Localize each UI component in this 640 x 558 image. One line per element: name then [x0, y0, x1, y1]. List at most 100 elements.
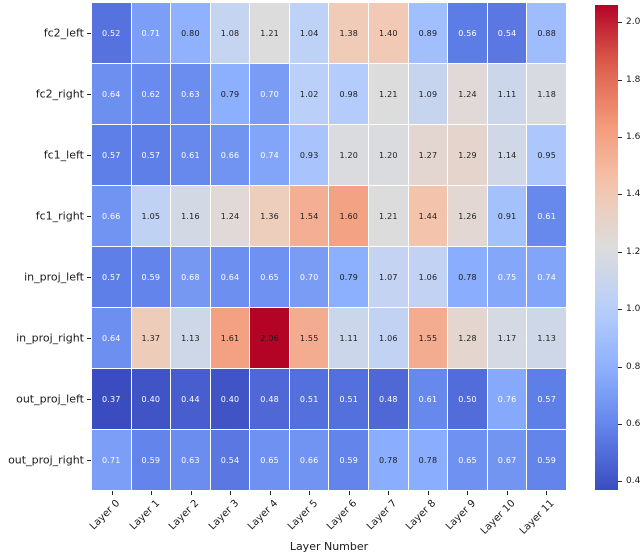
heatmap-cell: 0.74	[250, 125, 289, 185]
x-tick-label: Layer 1	[127, 498, 163, 533]
heatmap-plot-area: 0.52 0.71 0.80 1.08 1.21 1.04 1.38 1.40 0.89 0.56…	[92, 3, 566, 490]
heatmap-cell: 0.66	[289, 430, 329, 490]
heatmap-cell: 0.50	[448, 369, 487, 429]
x-tick-mark	[428, 491, 429, 495]
y-tick-mark	[87, 216, 91, 217]
x-tick-mark	[112, 491, 113, 495]
heatmap-cell: 0.59	[131, 430, 171, 490]
heatmap-cell: 1.26	[448, 186, 487, 246]
heatmap-cell: 0.57	[92, 247, 131, 307]
heatmap-cell: 0.65	[250, 430, 289, 490]
heatmap-cell: 1.11	[487, 64, 527, 124]
x-tick-mark	[151, 491, 152, 495]
x-tick-label: Layer 3	[206, 498, 242, 533]
x-tick-label: Layer 0	[88, 498, 123, 533]
heatmap-cell: 0.93	[289, 125, 329, 185]
colorbar-tick-label: 2.0	[626, 17, 640, 28]
colorbar-tick-mark	[618, 80, 622, 81]
heatmap-cell: 1.06	[408, 247, 448, 307]
colorbar-tick-label: 0.6	[626, 418, 640, 429]
heatmap-cell: 1.37	[131, 308, 171, 368]
heatmap-cell: 0.62	[131, 64, 171, 124]
heatmap-cell: 0.64	[210, 247, 250, 307]
x-tick-mark	[467, 491, 468, 495]
heatmap-cell: 0.98	[329, 64, 369, 124]
heatmap-cell: 1.28	[448, 308, 487, 368]
x-tick-mark	[270, 491, 271, 495]
heatmap-cell: 1.14	[487, 125, 527, 185]
heatmap-cell: 0.91	[487, 186, 527, 246]
y-tick-label: out_proj_right	[8, 453, 84, 467]
heatmap-cell: 0.88	[527, 3, 566, 63]
heatmap-cell: 0.95	[527, 125, 566, 185]
heatmap-cell: 1.54	[289, 186, 329, 246]
x-tick-mark	[546, 491, 547, 495]
heatmap-cell: 0.48	[250, 369, 289, 429]
heatmap-cell: 1.20	[329, 125, 369, 185]
heatmap-cell: 1.44	[408, 186, 448, 246]
y-tick-mark	[87, 460, 91, 461]
heatmap-cell: 0.66	[210, 125, 250, 185]
heatmap-cell: 0.59	[527, 430, 566, 490]
heatmap-cell: 0.54	[210, 430, 250, 490]
y-tick-mark	[87, 338, 91, 339]
colorbar-tick-mark	[618, 424, 622, 425]
x-tick-label: Layer 8	[404, 498, 439, 533]
heatmap-cell: 0.74	[527, 247, 566, 307]
x-tick-label: Layer 11	[518, 498, 558, 537]
heatmap-cell: 0.78	[408, 430, 448, 490]
heatmap-cell: 1.60	[329, 186, 369, 246]
x-tick-mark	[309, 491, 310, 495]
heatmap-cell: 0.37	[92, 369, 131, 429]
heatmap-cell: 0.79	[210, 64, 250, 124]
heatmap-cell: 1.24	[210, 186, 250, 246]
colorbar-tick-label: 0.4	[626, 476, 640, 487]
x-tick-mark	[507, 491, 508, 495]
x-tick-label: Layer 4	[246, 498, 281, 533]
heatmap-cell: 0.56	[448, 3, 487, 63]
heatmap-cell: 0.71	[131, 3, 171, 63]
y-tick-label: fc1_right	[35, 209, 84, 223]
heatmap-cell: 0.51	[289, 369, 329, 429]
x-tick-mark	[349, 491, 350, 495]
x-axis-title: Layer Number	[289, 540, 369, 553]
heatmap-cell: 0.63	[171, 64, 210, 124]
heatmap-cell: 1.18	[527, 64, 566, 124]
heatmap-cell: 1.55	[289, 308, 329, 368]
colorbar	[595, 5, 618, 490]
heatmap-cell: 0.52	[92, 3, 131, 63]
heatmap-cell: 1.07	[369, 247, 408, 307]
colorbar-tick-label: 1.0	[626, 304, 640, 315]
heatmap-cell: 1.61	[210, 308, 250, 368]
colorbar-tick-mark	[618, 137, 622, 138]
heatmap-cell: 0.57	[92, 125, 131, 185]
heatmap-cell: 1.38	[329, 3, 369, 63]
colorbar-tick-mark	[618, 252, 622, 253]
heatmap-cell: 1.27	[408, 125, 448, 185]
y-tick-label: in_proj_left	[24, 270, 84, 284]
heatmap-cell: 1.29	[448, 125, 487, 185]
x-tick-label: Layer 5	[285, 498, 321, 533]
x-tick-label: Layer 7	[364, 498, 400, 533]
x-tick-mark	[191, 491, 192, 495]
heatmap-cell: 1.36	[250, 186, 289, 246]
heatmap-cell: 0.40	[131, 369, 171, 429]
heatmap-cell: 0.48	[369, 369, 408, 429]
heatmap-cell: 1.40	[369, 3, 408, 63]
y-tick-label: out_proj_left	[16, 392, 84, 406]
heatmap-cell: 0.57	[131, 125, 171, 185]
heatmap-cell: 1.06	[369, 308, 408, 368]
heatmap-cell: 1.55	[408, 308, 448, 368]
y-tick-label: fc1_left	[43, 148, 84, 162]
heatmap-cell: 1.24	[448, 64, 487, 124]
heatmap-cell: 1.21	[250, 3, 289, 63]
heatmap-cell: 1.13	[171, 308, 210, 368]
colorbar-tick-label: 1.8	[626, 74, 640, 85]
colorbar-tick-mark	[618, 309, 622, 310]
y-tick-mark	[87, 277, 91, 278]
heatmap-cell: 0.78	[448, 247, 487, 307]
heatmap-cell: 1.16	[171, 186, 210, 246]
colorbar-tick-label: 0.8	[626, 361, 640, 372]
heatmap-cell: 0.54	[487, 3, 527, 63]
